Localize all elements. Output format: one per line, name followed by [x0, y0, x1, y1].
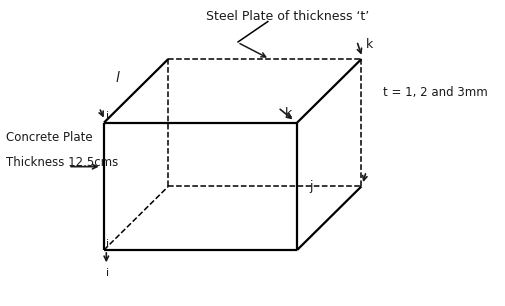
Text: k: k [366, 39, 373, 51]
Text: i: i [106, 111, 109, 121]
Text: j: j [309, 180, 312, 193]
Text: Thickness 12.5cms: Thickness 12.5cms [6, 155, 118, 169]
Text: Steel Plate of thickness ‘t’: Steel Plate of thickness ‘t’ [206, 10, 369, 24]
Text: t = 1, 2 and 3mm: t = 1, 2 and 3mm [382, 86, 487, 99]
Text: k: k [284, 107, 292, 120]
Text: Concrete Plate: Concrete Plate [6, 131, 92, 144]
Text: i: i [106, 238, 109, 248]
Text: i: i [106, 268, 109, 278]
Text: l: l [115, 71, 119, 85]
